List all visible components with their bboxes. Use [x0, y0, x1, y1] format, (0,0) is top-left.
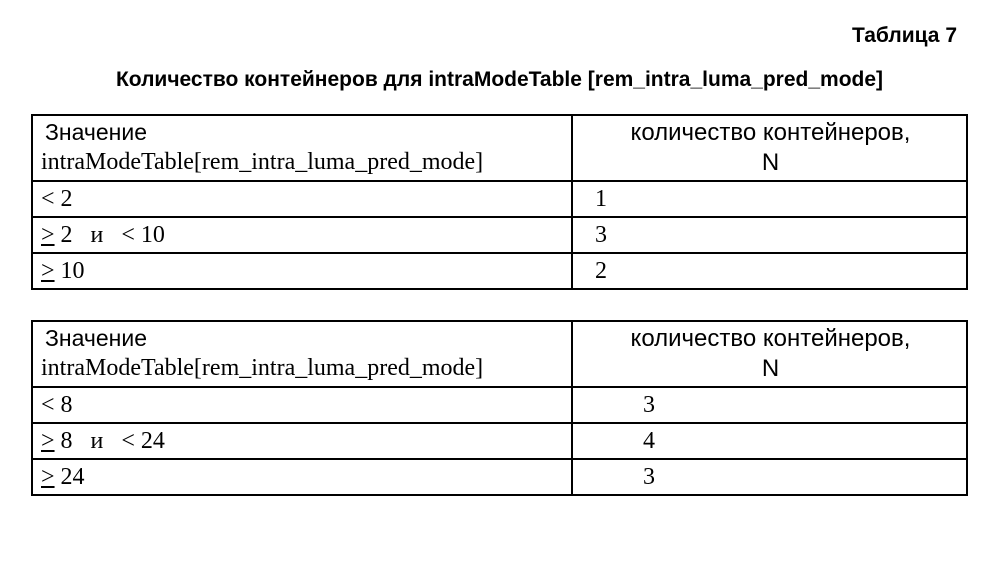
table-row: < 8 3 [32, 387, 967, 423]
header-right-line2: N [762, 149, 779, 176]
table-caption: Количество контейнеров для intraModeTabl… [30, 68, 969, 92]
header-left-line1: Значение [41, 118, 565, 147]
n-cell: 3 [572, 459, 967, 495]
n-cell: 3 [572, 217, 967, 253]
cond-cell: < 2 [32, 181, 572, 217]
n-text: 3 [643, 392, 655, 418]
cond-cell: > 2 и < 10 [32, 217, 572, 253]
header-left-line1: Значение [41, 324, 565, 353]
table-row: > 2 и < 10 3 [32, 217, 967, 253]
cond-text: 10 [55, 258, 85, 284]
cond-cell: > 8 и < 24 [32, 423, 572, 459]
header-right-line2: N [762, 355, 779, 382]
cond-cell: > 24 [32, 459, 572, 495]
n-text: 3 [595, 222, 607, 248]
cond-text: 2 и < 10 [55, 222, 165, 248]
cond-text: < 2 [41, 186, 73, 212]
table-row: > 8 и < 24 4 [32, 423, 967, 459]
header-left: Значение intraModeTable[rem_intra_luma_p… [32, 115, 572, 181]
header-left: Значение intraModeTable[rem_intra_luma_p… [32, 321, 572, 387]
table-row: > 24 3 [32, 459, 967, 495]
table-row: > 10 2 [32, 253, 967, 289]
cond-cell: < 8 [32, 387, 572, 423]
cond-text: 24 [55, 464, 85, 490]
header-left-line2: intraModeTable[rem_intra_luma_pred_mode] [41, 353, 565, 383]
header-right-line1: количество контейнеров, [631, 325, 911, 352]
table-2: Значение intraModeTable[rem_intra_luma_p… [31, 320, 968, 496]
table-row: Значение intraModeTable[rem_intra_luma_p… [32, 321, 967, 387]
n-text: 3 [643, 464, 655, 490]
header-right: количество контейнеров, N [572, 115, 967, 181]
n-text: 1 [595, 186, 607, 212]
table-row: Значение intraModeTable[rem_intra_luma_p… [32, 115, 967, 181]
n-cell: 3 [572, 387, 967, 423]
cond-text: < 8 [41, 392, 73, 418]
cond-cell: > 10 [32, 253, 572, 289]
n-text: 4 [643, 428, 655, 454]
table-row: < 2 1 [32, 181, 967, 217]
n-cell: 1 [572, 181, 967, 217]
header-left-line2: intraModeTable[rem_intra_luma_pred_mode] [41, 147, 565, 177]
table-number: Таблица 7 [30, 24, 957, 48]
cond-text: 8 и < 24 [55, 428, 165, 454]
header-right-line1: количество контейнеров, [631, 119, 911, 146]
n-cell: 2 [572, 253, 967, 289]
header-right: количество контейнеров, N [572, 321, 967, 387]
table-1: Значение intraModeTable[rem_intra_luma_p… [31, 114, 968, 290]
n-cell: 4 [572, 423, 967, 459]
n-text: 2 [595, 258, 607, 284]
